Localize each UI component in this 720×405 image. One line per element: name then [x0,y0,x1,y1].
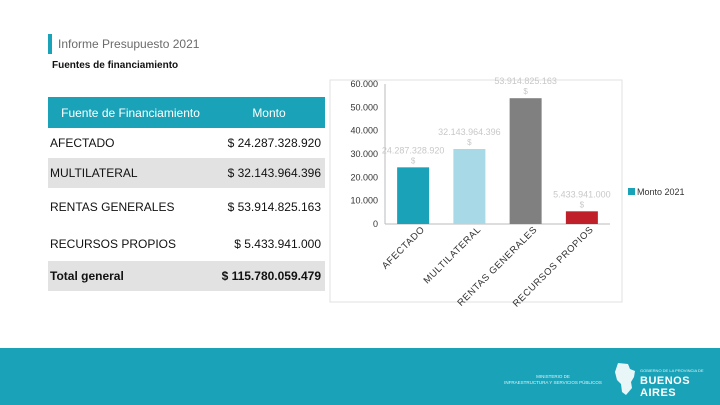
row-value: $ 24.287.328.920 [227,136,321,150]
data-label-unit: $ [580,200,585,209]
x-tick-label: RECURSOS PROPIOS [511,224,596,309]
page-subtitle: Fuentes de financiamiento [52,60,179,71]
header-amount: Monto [213,97,325,128]
data-label: 5.433.941.000 [553,189,611,199]
table-row: RENTAS GENERALES $ 53.914.825.163 [48,188,325,226]
data-label-unit: $ [523,87,528,96]
y-tick-label: 10.000 [350,196,378,206]
ministry-text: MINISTERIO DE INFRAESTRUCTURA Y SERVICIO… [498,374,608,386]
bar [509,98,542,224]
row-value: $ 5.433.941.000 [234,236,321,251]
data-label: 24.287.328.920 [382,145,445,155]
province-map-icon [615,363,635,395]
footer-band [0,348,720,405]
brand-logo-text: BUENOS AIRES [640,375,691,399]
y-tick-label: 50.000 [350,102,378,112]
data-label: 32.143.964.396 [438,127,501,137]
x-tick-label: RENTAS GENERALES [455,224,539,308]
row-value: $ 32.143.964.396 [227,166,321,180]
row-label: MULTILATERAL [50,166,138,180]
ministry-line-1: MINISTERIO DE [536,374,570,379]
table-header-row: Fuente de Financiamiento Monto [48,97,325,128]
bar [397,167,430,224]
government-text: GOBIERNO DE LA PROVINCIA DE [640,368,704,373]
data-label: 53.914.825.163 [494,76,557,86]
table-total-row: Total general $ 115.780.059.479 [48,261,325,291]
row-label: RECURSOS PROPIOS [50,236,177,251]
row-label: RENTAS GENERALES [50,200,175,214]
y-tick-label: 40.000 [350,126,378,136]
table-row: AFECTADO $ 24.287.328.920 [48,128,325,158]
y-tick-label: 20.000 [350,172,378,182]
row-value: $ 53.914.825.163 [227,200,321,214]
data-label-unit: $ [467,138,472,147]
bar [565,211,598,224]
table-row: MULTILATERAL $ 32.143.964.396 [48,158,325,188]
y-tick-label: 60.000 [350,79,378,89]
financing-table: Fuente de Financiamiento Monto AFECTADO … [48,97,325,291]
legend-label: Monto 2021 [637,187,685,197]
data-label-unit: $ [411,156,416,165]
chart-frame [329,79,623,303]
y-tick-label: 30.000 [350,149,378,159]
ministry-line-2: INFRAESTRUCTURA Y SERVICIOS PÚBLICOS [504,380,602,385]
bar [453,148,486,224]
total-value: $ 115.780.059.479 [221,269,321,283]
y-tick-label: 0 [373,219,378,229]
legend-swatch [628,188,635,195]
table-row: RECURSOS PROPIOS $ 5.433.941.000 [48,226,325,261]
header-source: Fuente de Financiamiento [48,97,213,128]
x-tick-label: AFECTADO [380,224,427,271]
row-label: AFECTADO [50,136,115,150]
header-accent-bar [48,34,52,54]
total-label: Total general [50,269,124,283]
x-tick-label: MULTILATERAL [422,224,484,286]
page-title: Informe Presupuesto 2021 [58,37,200,51]
